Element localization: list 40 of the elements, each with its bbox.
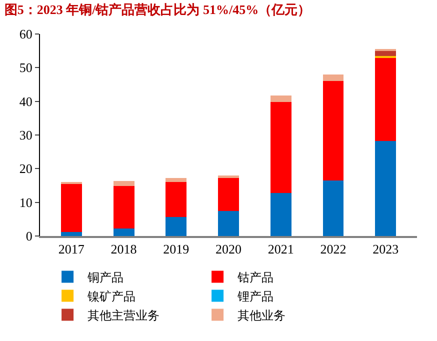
legend-label: 镍矿产品 [86, 289, 136, 304]
bar [166, 216, 187, 236]
bar [322, 74, 344, 81]
x-tick-label: 2023 [372, 242, 399, 257]
bar [166, 178, 187, 182]
bar [218, 177, 239, 212]
bar [60, 183, 82, 232]
y-tick-label: 10 [19, 194, 32, 210]
bar [322, 180, 344, 236]
y-tick-label: 0 [26, 228, 32, 244]
x-tick-label: 2020 [216, 242, 242, 257]
x-tick-label: 2018 [110, 242, 137, 257]
legend-label: 钴产品 [236, 270, 274, 284]
bar [60, 232, 82, 236]
chart-title: 图5：2023 年铜/钴产品营收占比为 51%/45%（亿元） [4, 2, 311, 18]
x-tick-label: 2019 [163, 242, 190, 257]
bar [270, 102, 292, 193]
y-tick-label: 50 [19, 60, 32, 76]
legend-label: 铜产品 [86, 270, 124, 284]
bar [113, 228, 134, 236]
legend-label: 锂产品 [236, 289, 274, 304]
bar [375, 50, 396, 56]
bar [270, 192, 292, 236]
y-tick-label: 60 [19, 26, 32, 42]
y-tick-label: 30 [19, 128, 32, 143]
bar [270, 95, 292, 102]
bar [218, 211, 239, 236]
bar [113, 180, 134, 186]
y-tick-label: 40 [19, 94, 32, 109]
bar [375, 141, 396, 236]
bar [375, 58, 396, 142]
x-tick-label: 2022 [320, 242, 346, 257]
legend-label: 其他主营业务 [88, 308, 160, 322]
bar [322, 80, 344, 180]
legend-label: 其他业务 [238, 308, 286, 322]
bar [113, 186, 134, 229]
y-tick-label: 20 [19, 161, 32, 176]
x-tick-label: 2021 [268, 242, 294, 257]
bar [166, 182, 187, 217]
x-tick-label: 2017 [58, 242, 85, 257]
